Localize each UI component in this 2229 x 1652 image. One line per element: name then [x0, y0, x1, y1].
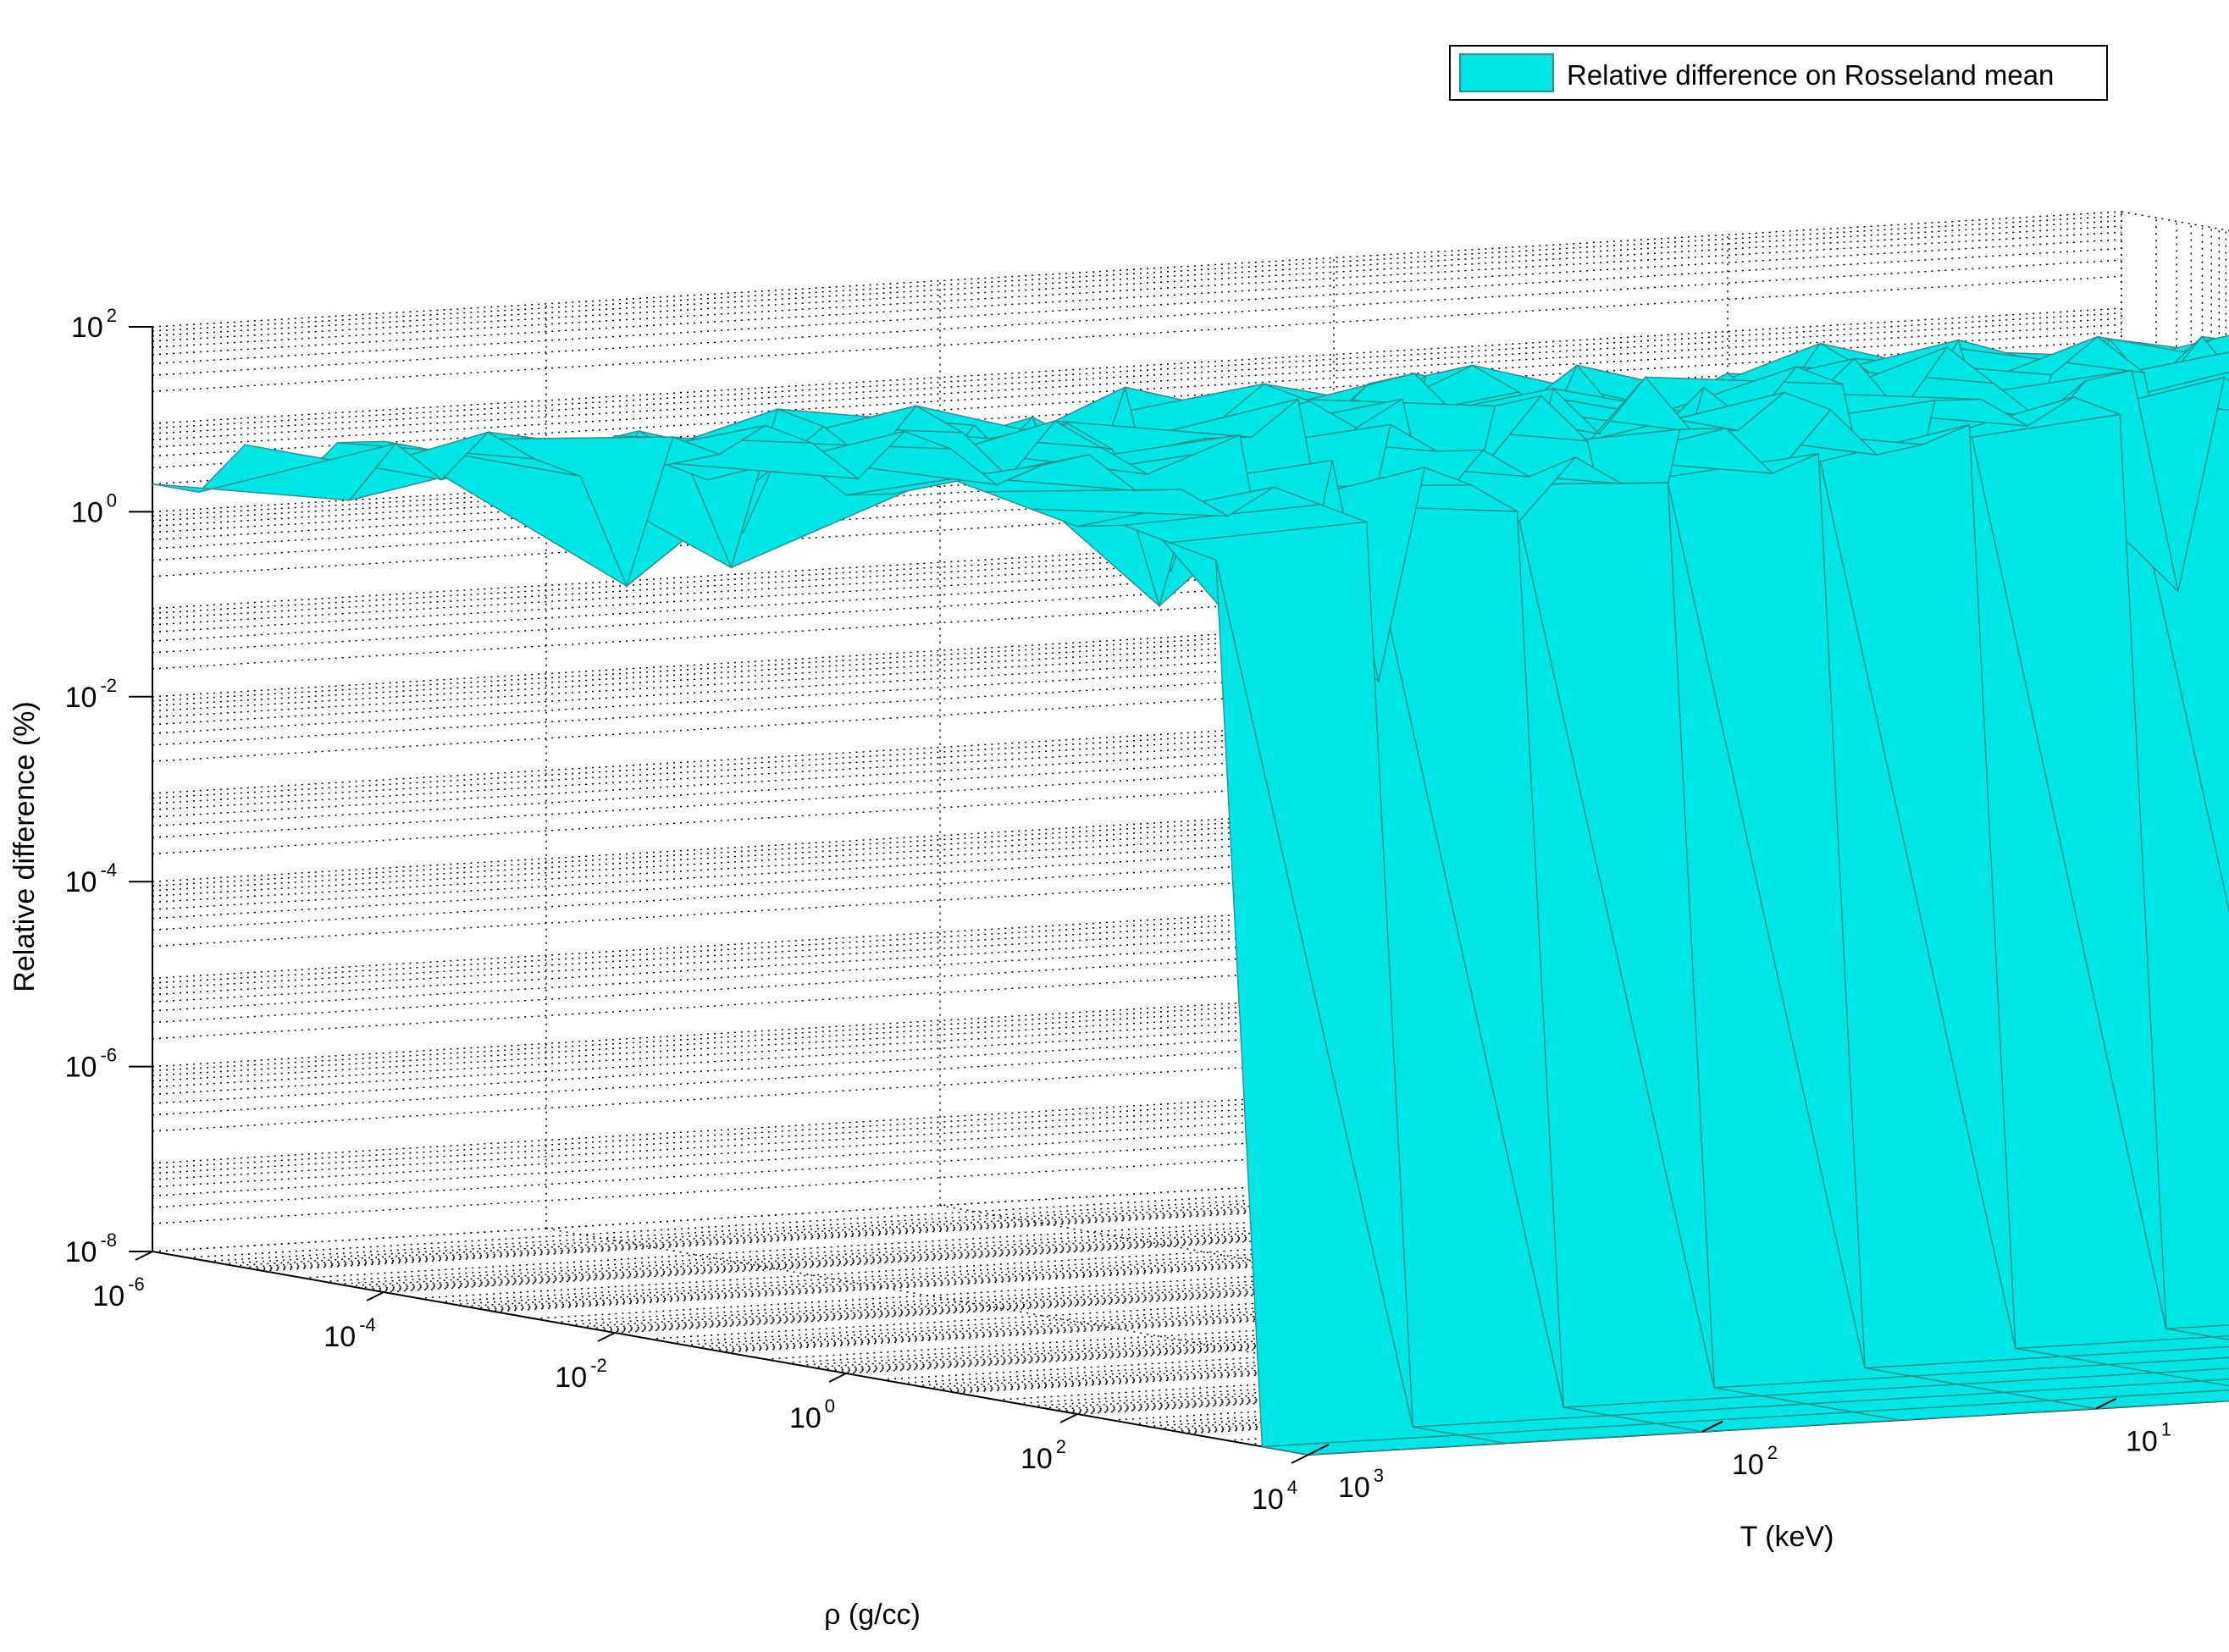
legend-box [1449, 45, 2108, 101]
x-tick-label: 10 2 [1020, 1436, 1066, 1475]
x-tick-mark [135, 1251, 153, 1261]
x-tick-mark [597, 1332, 616, 1342]
x-tick-mark [828, 1373, 847, 1383]
z-tick-label: 10 0 [71, 489, 117, 528]
y-axis-ticks: 10310210110010-110-2 [1308, 1397, 2171, 1504]
legend: Relative difference on Rosseland mean [1449, 45, 2108, 101]
x-tick-label: 10 0 [789, 1395, 835, 1434]
z-tick-label: 10 -4 [65, 859, 117, 898]
y-axis-label: T (keV) [1740, 1521, 1834, 1553]
surface-face [152, 442, 397, 501]
x-tick-mark [366, 1291, 384, 1301]
y-tick-label: 10 3 [1338, 1465, 1384, 1504]
x-tick-mark [1059, 1413, 1078, 1423]
x-tick-label: 10 -2 [555, 1355, 606, 1394]
surface-mesh [152, 334, 2229, 1456]
y-tick-mark [1701, 1420, 1723, 1433]
z-tick-label: 10 -2 [65, 675, 117, 714]
z-axis-label: Relative difference (%) [8, 701, 41, 992]
x-tick-label: 10 -6 [92, 1274, 144, 1312]
x-tick-label: 10 -4 [324, 1314, 375, 1353]
x-tick-label: 10 4 [1252, 1477, 1297, 1516]
z-tick-label: 10 -8 [65, 1229, 117, 1268]
x-axis-label: ρ (g/cc) [824, 1599, 921, 1631]
y-tick-label: 10 1 [2126, 1419, 2171, 1458]
x-axis-line [152, 1251, 1309, 1456]
x-tick-mark [1291, 1454, 1309, 1464]
legend-swatch [1459, 53, 1554, 92]
y-tick-mark [1308, 1444, 1330, 1456]
y-tick-mark [2095, 1397, 2117, 1410]
y-tick-label: 10 2 [1732, 1442, 1778, 1481]
z-tick-label: 10 2 [71, 305, 117, 344]
z-tick-label: 10 -6 [65, 1045, 117, 1084]
legend-entry-label: Relative difference on Rosseland mean [1567, 59, 2054, 91]
